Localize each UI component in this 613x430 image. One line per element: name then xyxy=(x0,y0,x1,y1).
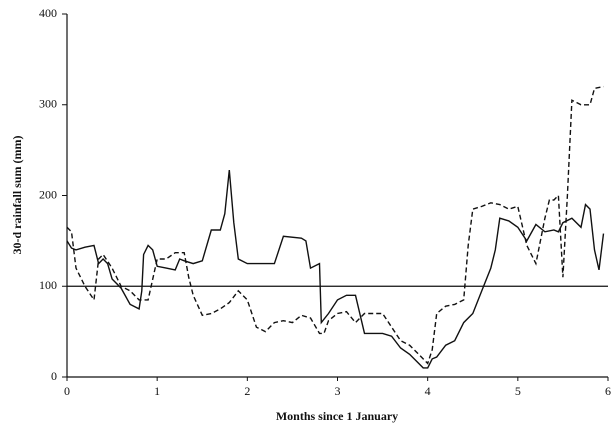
y-tick-label: 200 xyxy=(39,187,57,201)
x-tick-label: 6 xyxy=(605,384,611,398)
y-tick-label: 100 xyxy=(39,278,57,292)
series-line xyxy=(66,170,605,369)
x-tick-label: 3 xyxy=(335,384,341,398)
y-tick-label: 0 xyxy=(51,369,57,383)
x-tick-label: 5 xyxy=(515,384,521,398)
y-tick-label: 400 xyxy=(39,6,57,20)
y-axis-label: 30-d rainfall sum (mm) xyxy=(10,136,24,255)
x-axis-label: Months since 1 January xyxy=(276,409,398,423)
x-tick-label: 2 xyxy=(244,384,250,398)
x-tick-label: 4 xyxy=(425,384,431,398)
x-tick-label: 1 xyxy=(154,384,160,398)
series-line xyxy=(66,85,604,365)
x-tick-label: 0 xyxy=(64,384,70,398)
y-tick-label: 300 xyxy=(39,97,57,111)
